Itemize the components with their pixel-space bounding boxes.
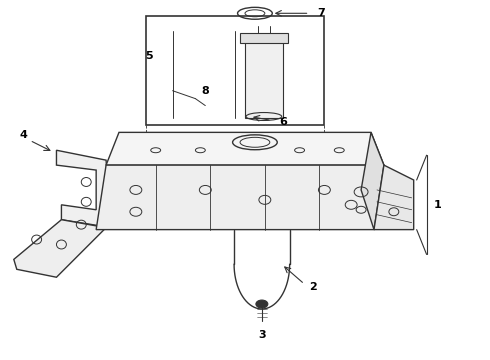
Text: 5: 5 <box>145 51 152 61</box>
Polygon shape <box>56 150 111 228</box>
Bar <box>146 16 324 125</box>
Ellipse shape <box>256 300 268 308</box>
Text: 7: 7 <box>318 8 325 18</box>
Polygon shape <box>106 132 384 165</box>
Polygon shape <box>374 165 414 230</box>
Text: 2: 2 <box>310 282 317 292</box>
Polygon shape <box>361 132 384 230</box>
Text: 1: 1 <box>434 200 441 210</box>
Text: 3: 3 <box>258 330 266 340</box>
Text: 6: 6 <box>280 117 288 127</box>
Polygon shape <box>96 165 384 230</box>
Polygon shape <box>14 220 106 277</box>
Text: 4: 4 <box>20 130 27 140</box>
Bar <box>240 33 288 43</box>
Bar <box>245 39 283 118</box>
Text: 8: 8 <box>201 86 209 96</box>
